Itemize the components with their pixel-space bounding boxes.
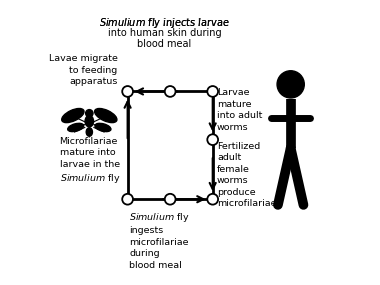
- Ellipse shape: [68, 123, 84, 132]
- Text: Microfilariae
mature into
larvae in the
$\it{Simulium}$ fly: Microfilariae mature into larvae in the …: [60, 137, 120, 185]
- Ellipse shape: [95, 123, 111, 132]
- Text: $\it{Simulium}$ fly injects larvae: $\it{Simulium}$ fly injects larvae: [99, 16, 230, 30]
- Text: $\it{Simulium}$ fly injects larvae: $\it{Simulium}$ fly injects larvae: [99, 16, 230, 30]
- Ellipse shape: [86, 128, 92, 136]
- Circle shape: [277, 71, 304, 98]
- Circle shape: [207, 86, 218, 97]
- Circle shape: [122, 86, 133, 97]
- Ellipse shape: [62, 109, 84, 123]
- Ellipse shape: [85, 115, 93, 127]
- Circle shape: [122, 194, 133, 205]
- Circle shape: [86, 110, 93, 117]
- Circle shape: [165, 86, 176, 97]
- Circle shape: [207, 194, 218, 205]
- Text: Fertilized
adult
female
worms
produce
microfilariae: Fertilized adult female worms produce mi…: [217, 142, 276, 208]
- Circle shape: [207, 134, 218, 145]
- Text: into human skin during: into human skin during: [108, 28, 221, 38]
- Circle shape: [165, 194, 176, 205]
- Ellipse shape: [95, 109, 117, 123]
- Text: blood meal: blood meal: [137, 39, 192, 49]
- Text: $\it{Simulium}$ fly
ingests
microfilariae
during
blood meal: $\it{Simulium}$ fly ingests microfilaria…: [129, 211, 190, 270]
- Text: Larvae
mature
into adult
worms: Larvae mature into adult worms: [217, 88, 262, 132]
- Text: Lavae migrate
to feeding
apparatus: Lavae migrate to feeding apparatus: [49, 54, 118, 86]
